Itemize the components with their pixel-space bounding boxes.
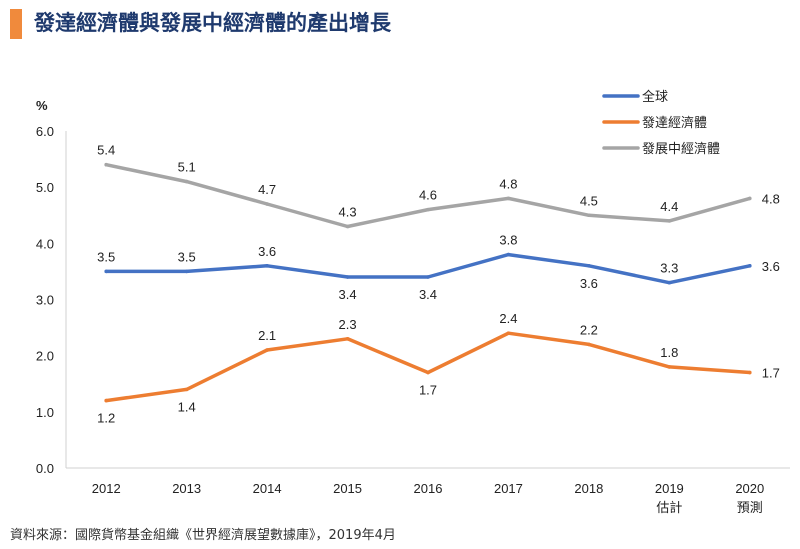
data-label: 1.7	[762, 366, 780, 381]
data-label: 4.7	[258, 182, 276, 197]
data-point	[104, 162, 109, 167]
x-tick-label: 2018	[574, 481, 603, 496]
y-tick-label: 0.0	[36, 461, 54, 476]
page-title: 發達經濟體與發展中經濟體的產出增長	[34, 11, 391, 35]
data-point	[184, 269, 189, 274]
legend-label: 發展中經濟體	[642, 141, 720, 157]
y-tick-label: 4.0	[36, 236, 54, 251]
x-tick-sublabel: 預測	[737, 501, 763, 516]
data-labels: 3.5 3.5 3.6 3.4 3.4 3.8 3.6 3.3 3.6 1.2 1.4 2.1 2.3 1…	[97, 143, 780, 426]
data-label: 3.5	[97, 249, 115, 264]
data-label: 4.4	[660, 199, 678, 214]
data-label: 3.6	[580, 276, 598, 291]
y-tick-label: 6.0	[36, 124, 54, 139]
data-label: 3.4	[419, 287, 437, 302]
data-point	[104, 269, 109, 274]
x-tick-label: 2016	[414, 481, 443, 496]
data-label: 3.5	[178, 249, 196, 264]
data-point	[587, 213, 591, 218]
data-point	[426, 370, 430, 375]
data-point	[747, 264, 752, 268]
x-tick-sublabel: 估計	[656, 500, 682, 516]
data-point	[506, 331, 511, 336]
data-point	[426, 207, 430, 212]
title-accent-bar	[10, 9, 22, 39]
y-tick-label: 2.0	[36, 349, 54, 364]
data-point	[265, 202, 269, 206]
data-point	[667, 280, 672, 285]
source-note: 資料來源：國際貨幣基金組織《世界經濟展望數據庫》，2019年4月	[10, 528, 396, 543]
x-tick-label: 2017	[494, 481, 523, 496]
data-point	[345, 337, 350, 341]
x-tick-label: 2019	[655, 481, 684, 496]
data-label: 1.4	[178, 399, 196, 414]
data-label: 1.8	[660, 345, 678, 360]
data-point	[345, 224, 350, 229]
data-point	[506, 196, 511, 201]
y-tick-labels: 0.0 1.0 2.0 3.0 4.0 5.0 6.0	[36, 124, 54, 476]
data-label: 4.8	[762, 191, 780, 206]
chart-axes: %	[36, 98, 790, 469]
x-tick-label: 2015	[333, 481, 362, 496]
y-tick-label: 3.0	[36, 293, 54, 308]
legend-label: 發達經濟體	[642, 115, 707, 131]
x-tick-label: 2014	[253, 481, 282, 496]
data-label: 2.3	[339, 317, 357, 332]
data-point	[345, 275, 350, 279]
data-point	[747, 370, 752, 375]
data-point	[184, 179, 189, 184]
data-label: 2.2	[580, 322, 598, 337]
data-point	[667, 219, 672, 223]
data-label: 4.3	[339, 204, 357, 219]
data-point	[587, 264, 591, 268]
data-label: 1.7	[419, 383, 437, 398]
data-label: 2.1	[258, 328, 276, 343]
data-point	[587, 342, 591, 347]
data-point	[184, 387, 189, 392]
data-point	[265, 348, 269, 352]
x-tick-label: 2013	[172, 481, 201, 496]
data-point	[667, 365, 672, 369]
title-bar: 發達經濟體與發展中經濟體的產出增長	[0, 0, 800, 48]
data-label: 4.8	[499, 176, 517, 191]
data-label: 3.6	[258, 244, 276, 259]
y-tick-label: 5.0	[36, 180, 54, 195]
data-label: 4.5	[580, 193, 598, 208]
series-lines	[104, 162, 752, 403]
x-tick-label: 2020	[735, 481, 764, 496]
data-label: 3.6	[762, 259, 780, 274]
y-tick-label: 1.0	[36, 405, 54, 420]
data-point	[104, 398, 109, 403]
data-label: 3.3	[660, 261, 678, 276]
data-point	[426, 275, 430, 279]
data-label: 2.4	[499, 311, 517, 326]
x-tick-label: 2012	[92, 481, 121, 496]
data-label: 5.4	[97, 143, 115, 158]
data-label: 3.8	[499, 233, 517, 248]
data-label: 4.6	[419, 188, 437, 203]
data-point	[265, 264, 269, 268]
legend-label: 全球	[642, 89, 668, 105]
data-point	[506, 252, 511, 257]
x-tick-labels: 2012 2013 2014 2015 2016 2017 2018 2019 估計 2020 預測	[92, 481, 764, 516]
data-label: 1.2	[97, 411, 115, 426]
data-label: 3.4	[339, 287, 357, 302]
data-point	[747, 196, 752, 201]
data-label: 5.1	[178, 160, 196, 175]
y-axis-unit-label: %	[36, 98, 48, 113]
